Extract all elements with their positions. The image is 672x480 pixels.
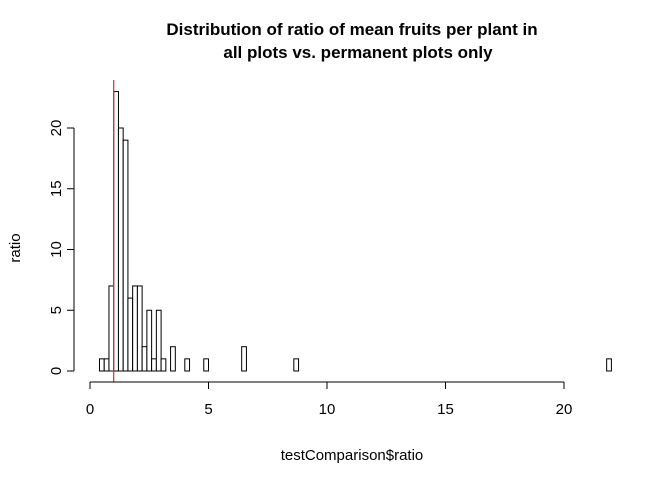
histogram-bar (113, 91, 119, 372)
histogram-bar (98, 358, 105, 372)
y-tick-label: 20 (48, 120, 65, 137)
x-tick-label: 5 (204, 401, 212, 418)
y-axis-label: ratio (7, 233, 24, 262)
histogram-bar (122, 139, 129, 372)
chart-title-line-1: Distribution of ratio of mean fruits per… (166, 20, 537, 39)
x-tick-label: 20 (556, 401, 573, 418)
histogram-bar (606, 358, 612, 372)
y-tick-label: 0 (48, 367, 65, 375)
x-tick-label: 0 (86, 401, 94, 418)
histogram-bar (127, 297, 134, 372)
histogram-bars (98, 91, 612, 372)
y-tick-label: 5 (48, 306, 65, 314)
histogram-bar (117, 127, 124, 372)
y-tick-label: 15 (48, 180, 65, 197)
histogram-bar (293, 358, 300, 372)
histogram-bar (141, 346, 148, 372)
histogram-bar (103, 358, 110, 372)
histogram-bar (155, 309, 162, 372)
histogram-bar (108, 285, 115, 372)
histogram-bar (146, 309, 153, 372)
x-tick-label: 15 (437, 401, 454, 418)
histogram-bar (136, 285, 143, 372)
histogram-bar (203, 358, 209, 372)
chart-title-line-2: all plots vs. permanent plots only (223, 43, 493, 62)
histogram-bar (241, 346, 247, 372)
histogram-bar (160, 358, 167, 372)
x-tick-label: 10 (319, 401, 336, 418)
histogram-bar (132, 285, 138, 372)
x-axis: 0 5 10 15 20 (86, 381, 573, 418)
y-tick-label: 10 (48, 241, 65, 258)
y-axis: 0 5 10 15 20 (48, 120, 75, 375)
histogram-bar (184, 358, 191, 372)
histogram-bar (170, 346, 176, 372)
x-axis-label: testComparison$ratio (281, 447, 424, 464)
histogram-bar (151, 358, 157, 372)
